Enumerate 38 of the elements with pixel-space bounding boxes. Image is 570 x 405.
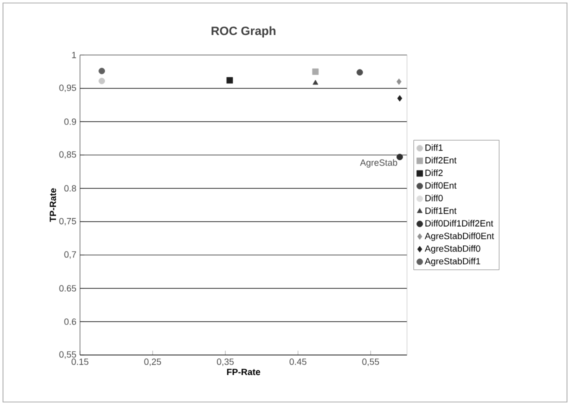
point [396,78,402,85]
legend-label: Diff1 [425,144,443,151]
y-axis-title: TP-Rate [50,188,56,222]
y-tick-label: 0.65 [59,285,76,292]
y-tick-label: 0.9 [64,118,76,125]
point [98,78,106,84]
point [98,68,106,74]
point [396,154,403,160]
y-tick-label: 0,55 [59,351,76,359]
y-tick-label: 0,75 [59,218,76,226]
x-tick-label: 0,55 [362,358,380,366]
y-tick-label: 0,95 [59,84,76,92]
x-tick-label: 0,25 [144,358,162,366]
legend-label: Diff2Ent [425,156,457,164]
x-axis-title: FP-Rate [227,368,260,376]
y-tick-label: 0,7 [64,251,76,259]
y-tick-label: 0,85 [59,151,76,159]
legend-label: Diff2 [425,169,443,176]
annotation: AgreStab [360,159,398,168]
legend-label: Diff0 [425,194,443,202]
legend-label: Diff0Diff1Diff2Ent [425,220,494,227]
point [397,95,402,102]
legend-label: AgreStabDiff0Ent [424,232,494,241]
y-tick-label: 1 [72,52,76,58]
y-tick-label: 0.8 [64,185,76,192]
point [312,68,319,75]
legend-label: Diff1Ent [425,207,457,214]
legend-label: AgreStabDiff1 [424,258,480,266]
chart-title: ROC Graph [212,26,276,38]
x-tick-label: 0.45 [290,358,306,365]
point [226,77,233,84]
legend-label: AgreStabDiff0 [424,245,480,254]
point [356,69,363,76]
point [312,80,318,85]
x-tick-label: 0.15 [72,358,88,365]
y-tick-label: 0.6 [64,318,76,325]
x-tick-label: 0,35 [216,358,234,366]
legend-label: Diff0Ent [425,182,457,189]
